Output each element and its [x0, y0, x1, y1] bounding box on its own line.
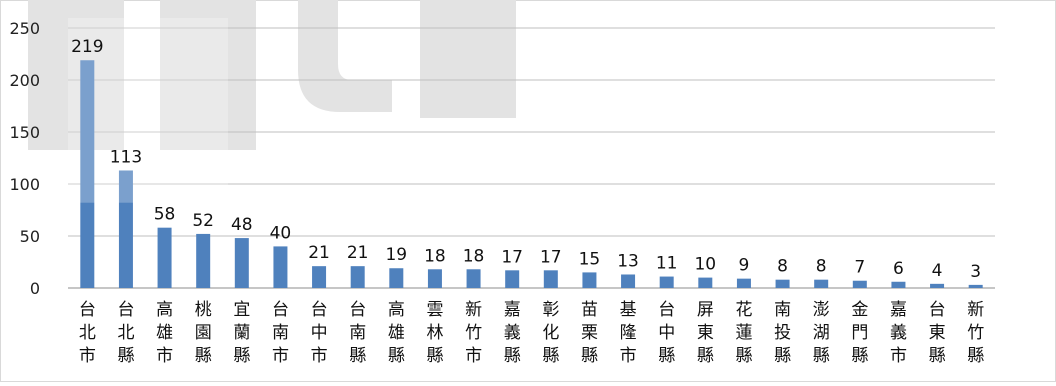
y-tick-label: 200 [9, 71, 40, 90]
data-label: 9 [739, 256, 750, 276]
y-tick-label: 0 [30, 279, 40, 298]
category-label: 金門縣 [851, 300, 868, 366]
data-label: 8 [816, 257, 827, 277]
bar [350, 266, 365, 288]
y-tick-label: 50 [20, 227, 40, 246]
bar [852, 280, 867, 288]
watermark-shape [28, 0, 124, 150]
data-label: 40 [270, 223, 292, 243]
category-label: 台中市 [311, 300, 328, 366]
category-label: 高雄縣 [388, 300, 405, 366]
bar [312, 266, 327, 288]
y-tick-label: 150 [9, 123, 40, 142]
category-label: 嘉義市 [890, 300, 907, 366]
bar [234, 238, 249, 288]
data-label: 19 [385, 245, 407, 265]
watermark-shape [420, 0, 516, 118]
data-label: 8 [777, 257, 788, 277]
bar [775, 279, 790, 288]
data-label: 52 [192, 211, 214, 231]
category-label: 澎湖縣 [813, 300, 830, 366]
data-label: 48 [231, 215, 253, 235]
bar [80, 60, 95, 288]
bar [273, 246, 288, 288]
bar [582, 272, 597, 288]
data-label: 13 [617, 251, 639, 271]
y-tick-label: 250 [9, 19, 40, 38]
y-tick-label: 100 [9, 175, 40, 194]
data-label: 10 [694, 255, 716, 275]
bar [930, 283, 945, 288]
bar [466, 269, 481, 288]
category-label: 基隆市 [620, 300, 637, 366]
bar [427, 269, 442, 288]
data-label: 3 [970, 262, 981, 282]
bar [543, 270, 558, 288]
data-label: 58 [154, 205, 176, 225]
category-label: 花蓮縣 [735, 300, 752, 366]
category-label: 桃園縣 [195, 300, 212, 366]
bar [621, 274, 636, 288]
bar [389, 268, 404, 288]
bar [891, 281, 906, 288]
category-label: 台東縣 [929, 300, 946, 366]
data-label: 17 [540, 247, 562, 267]
category-label: 台中縣 [658, 300, 675, 366]
category-label: 宜蘭縣 [233, 300, 250, 366]
bar [659, 276, 674, 288]
bar [736, 278, 751, 288]
category-label: 台南市 [272, 300, 289, 366]
category-label: 新竹市 [465, 300, 482, 366]
data-label: 18 [463, 246, 485, 266]
bar [814, 279, 829, 288]
category-label: 嘉義縣 [504, 300, 521, 366]
category-label: 苗栗縣 [581, 300, 598, 366]
category-label: 新竹縣 [967, 300, 984, 366]
data-label: 17 [501, 247, 523, 267]
data-label: 21 [347, 243, 369, 263]
data-label: 15 [579, 249, 601, 269]
watermark-shape [160, 0, 256, 150]
bar [698, 277, 713, 288]
data-label: 113 [110, 147, 142, 167]
category-label: 南投縣 [774, 300, 791, 366]
category-label: 彰化縣 [542, 300, 559, 366]
bar [196, 233, 211, 288]
category-label: 台南縣 [349, 300, 366, 366]
bar [505, 270, 520, 288]
watermark-logo [28, 0, 516, 150]
category-label: 雲林縣 [426, 300, 443, 366]
category-label: 屏東縣 [697, 300, 714, 366]
category-label: 台北縣 [117, 300, 134, 366]
data-label: 6 [893, 259, 904, 279]
data-label: 7 [854, 258, 865, 278]
category-label: 台北市 [79, 300, 96, 366]
bar [118, 170, 133, 288]
data-label: 11 [656, 254, 678, 274]
data-label: 4 [932, 261, 943, 281]
watermark-overlay [68, 18, 228, 203]
data-label: 21 [308, 243, 330, 263]
data-label: 219 [71, 37, 103, 57]
data-label: 18 [424, 246, 446, 266]
category-label: 高雄市 [156, 300, 173, 366]
bar [157, 227, 172, 288]
bar [968, 284, 983, 288]
